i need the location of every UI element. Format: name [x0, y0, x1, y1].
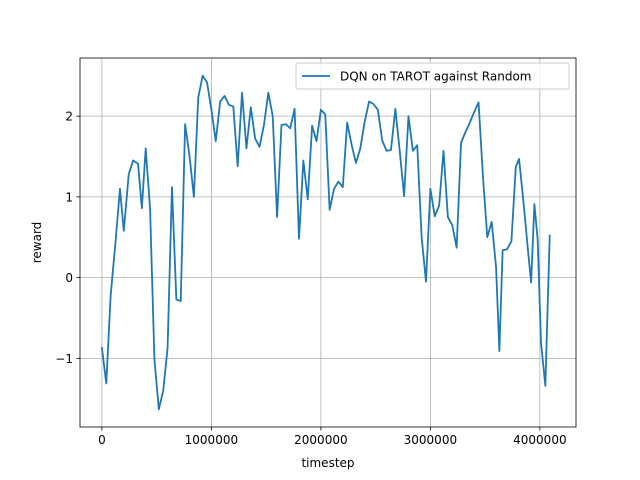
y-axis-label: reward: [30, 222, 44, 264]
x-axis-ticks: 0 1000000 2000000 3000000 4000000: [98, 427, 567, 447]
plot-frame: [79, 57, 577, 428]
series-line: [100, 74, 551, 411]
y-tick-label: 2: [65, 110, 73, 124]
legend: DQN on TAROT against Random: [295, 62, 570, 90]
x-tick-label: 3000000: [404, 433, 457, 447]
x-gridlines: [101, 58, 541, 427]
y-tick-label: 1: [65, 190, 73, 204]
y-gridlines: [80, 115, 576, 359]
x-tick-label: 0: [98, 433, 106, 447]
series-layer: [100, 74, 551, 411]
x-tick-label: 1000000: [185, 433, 238, 447]
y-axis-ticks: −1 0 1 2: [55, 110, 80, 366]
x-axis-label: timestep: [301, 456, 354, 470]
plot-area: [80, 58, 576, 427]
y-tick-label: 0: [65, 271, 73, 285]
x-tick-label: 2000000: [294, 433, 347, 447]
legend-label: DQN on TAROT against Random: [340, 70, 532, 84]
y-tick-label: −1: [55, 352, 73, 366]
legend-box: [295, 62, 570, 90]
x-tick-label: 4000000: [513, 433, 566, 447]
